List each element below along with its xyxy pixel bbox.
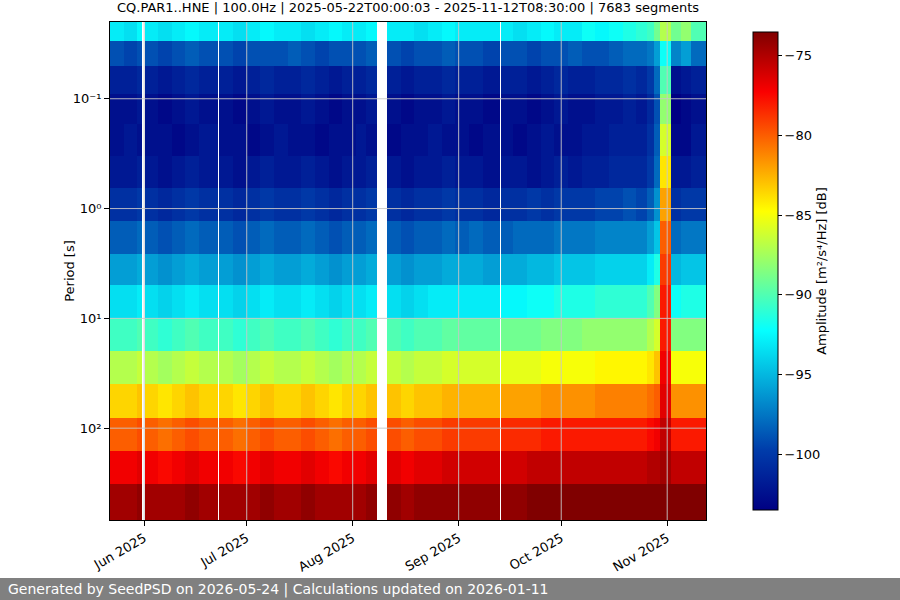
- svg-text:−80: −80: [785, 128, 812, 143]
- svg-text:Nov 2025: Nov 2025: [610, 530, 672, 574]
- svg-text:−85: −85: [785, 208, 812, 223]
- svg-text:Jul 2025: Jul 2025: [197, 530, 251, 570]
- svg-text:−75: −75: [785, 48, 812, 63]
- svg-text:Sep 2025: Sep 2025: [402, 530, 463, 574]
- svg-text:Jun 2025: Jun 2025: [91, 530, 149, 572]
- svg-text:Aug 2025: Aug 2025: [296, 530, 358, 574]
- svg-text:10²: 10²: [80, 421, 102, 436]
- html-text:Generated by SeedPSD on 2026-0: Generated by SeedPSD on 2026-05-24 | Cal…: [8, 581, 549, 597]
- svg-text:10⁰: 10⁰: [80, 201, 102, 216]
- svg-text:Amplitude [m²/s⁴/Hz] [dB]: Amplitude [m²/s⁴/Hz] [dB]: [814, 187, 829, 355]
- svg-text:CQ.PAR1..HNE | 100.0Hz | 2025-: CQ.PAR1..HNE | 100.0Hz | 2025-05-22T00:0…: [117, 0, 699, 14]
- svg-text:−95: −95: [785, 367, 812, 382]
- svg-text:−90: −90: [785, 287, 812, 302]
- svg-text:10⁻¹: 10⁻¹: [73, 91, 102, 106]
- svg-text:−100: −100: [785, 447, 821, 462]
- svg-text:10¹: 10¹: [80, 311, 102, 326]
- svg-text:Period [s]: Period [s]: [62, 240, 77, 302]
- svg-text:Oct 2025: Oct 2025: [507, 530, 566, 573]
